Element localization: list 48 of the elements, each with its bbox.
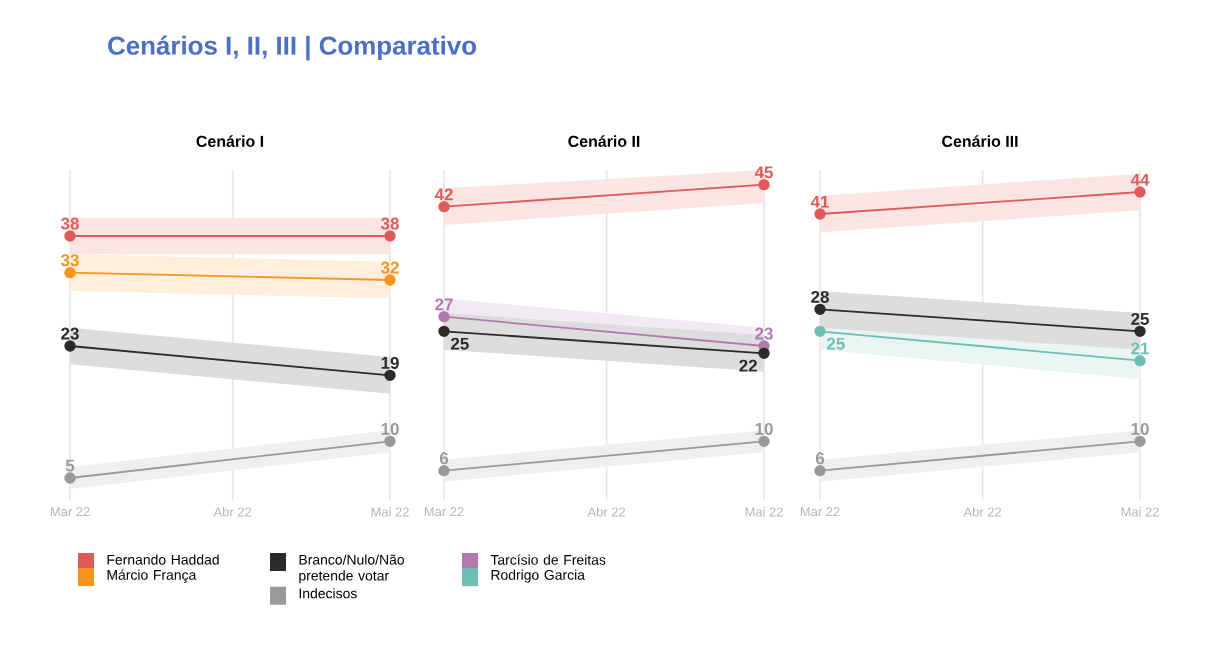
data-label: 45 — [754, 166, 773, 179]
point — [814, 303, 826, 316]
data-label: 38 — [60, 217, 79, 230]
point — [384, 274, 396, 286]
point — [814, 208, 826, 220]
data-label: 32 — [380, 261, 399, 274]
data-label: 44 — [1130, 173, 1150, 186]
point — [438, 464, 450, 477]
data-label: 42 — [434, 188, 453, 201]
text: Cenários I, II, III | Comparativo — [108, 35, 477, 61]
data-label: 23 — [61, 327, 79, 340]
point — [1134, 325, 1146, 338]
data-label: 41 — [810, 195, 829, 208]
data-label: 10 — [381, 422, 399, 435]
data-label: 6 — [815, 452, 825, 465]
data-label: 38 — [380, 217, 399, 230]
data-label: 5 — [65, 459, 75, 472]
data-label: 25 — [451, 337, 469, 350]
point — [1134, 186, 1146, 198]
point — [1134, 354, 1146, 367]
point — [64, 472, 76, 484]
point — [64, 266, 76, 279]
point — [758, 178, 770, 191]
data-label: 28 — [811, 290, 829, 303]
data-label: 10 — [1131, 422, 1149, 435]
point — [814, 325, 826, 338]
point — [438, 200, 450, 213]
point — [814, 464, 826, 477]
data-label: 22 — [739, 359, 757, 372]
data-label: 25 — [827, 337, 845, 350]
point — [384, 230, 396, 242]
data-label: 27 — [435, 298, 453, 311]
data-label: 25 — [1131, 312, 1149, 325]
point — [384, 435, 396, 448]
point — [758, 347, 770, 360]
point — [758, 435, 770, 448]
data-label: 19 — [381, 356, 399, 369]
data-label: 21 — [1131, 342, 1149, 355]
data-label: 10 — [755, 422, 773, 435]
data-label: 23 — [755, 327, 773, 340]
point — [384, 369, 396, 382]
data-label: 6 — [439, 452, 449, 465]
point — [64, 230, 76, 242]
point — [438, 310, 450, 323]
point — [438, 325, 450, 338]
point — [1134, 435, 1146, 448]
data-label: 33 — [60, 254, 79, 267]
point — [64, 340, 76, 352]
